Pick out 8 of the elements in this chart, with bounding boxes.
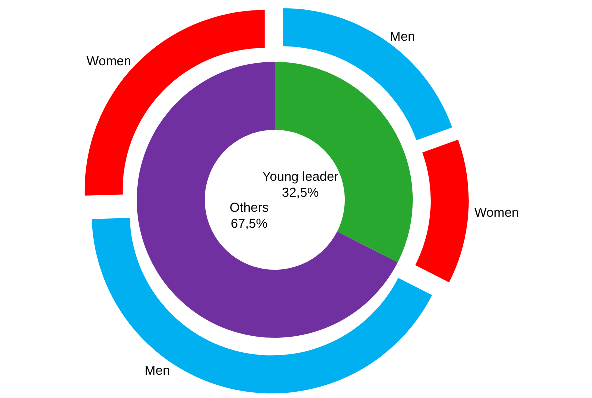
slice-label: Women [474,205,520,220]
slice-label: Others [230,200,270,216]
data-label: 32,5% [282,184,320,200]
slice-label: Women [86,53,132,68]
slice-label: Men [144,362,170,378]
data-label: 67,5% [230,216,268,232]
slice-label: Young leader [262,168,340,184]
slice-label: Men [390,28,416,44]
